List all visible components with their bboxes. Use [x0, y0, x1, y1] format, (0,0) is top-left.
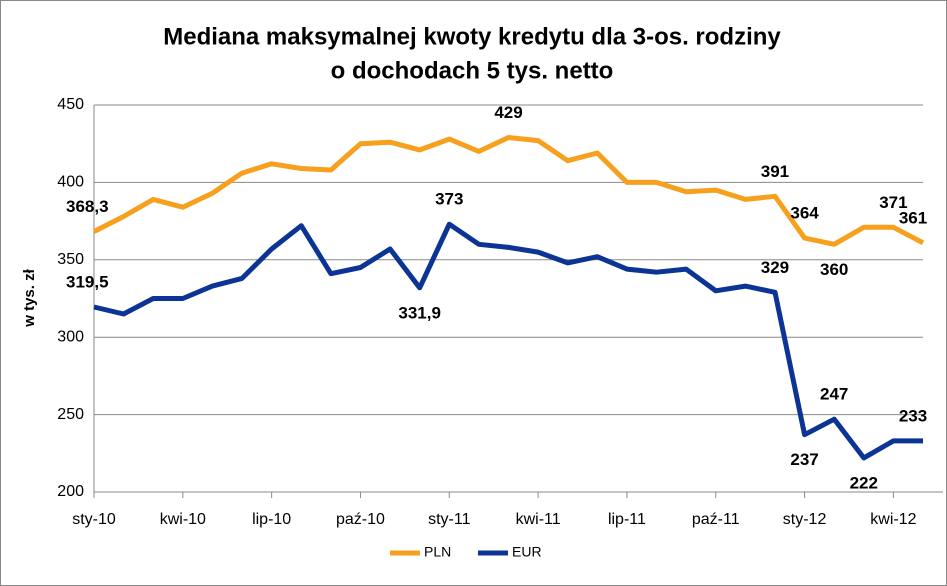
x-tick-label: paź-10: [336, 511, 385, 528]
data-label: 331,9: [398, 303, 441, 322]
data-label: 391: [761, 162, 789, 181]
data-label: 429: [494, 103, 522, 122]
y-tick-label: 400: [57, 174, 84, 191]
data-label: 371: [879, 193, 907, 212]
x-tick-label: lip-11: [608, 511, 646, 528]
data-label: 233: [899, 406, 927, 425]
legend-label: PLN: [424, 544, 451, 560]
legend-label: EUR: [512, 544, 542, 560]
x-tick-label: lip-10: [252, 511, 291, 528]
y-tick-label: 350: [57, 251, 84, 268]
data-label: 364: [790, 204, 819, 223]
data-label: 222: [850, 473, 878, 492]
x-tick-label: kwi-11: [516, 511, 561, 528]
chart-title: o dochodach 5 tys. netto: [331, 57, 614, 84]
y-tick-label: 200: [57, 483, 84, 500]
data-label: 360: [820, 260, 848, 279]
data-label: 361: [899, 208, 927, 227]
x-tick-label: sty-11: [428, 511, 470, 528]
y-tick-label: 250: [57, 406, 84, 423]
data-label: 368,3: [66, 197, 109, 216]
data-label: 319,5: [66, 272, 109, 291]
data-label: 247: [820, 385, 848, 404]
x-tick-label: sty-10: [72, 511, 116, 528]
data-label: 237: [790, 450, 818, 469]
data-label: 329: [761, 258, 789, 277]
x-tick-label: paź-11: [692, 511, 740, 528]
y-tick-label: 450: [57, 96, 84, 113]
line-pln: [92, 135, 925, 247]
y-axis-label: w tys. zł: [21, 268, 38, 327]
x-tick-label: kwi-10: [160, 511, 206, 528]
data-label: 373: [435, 190, 463, 209]
line-eur: [93, 221, 923, 461]
x-tick-label: sty-12: [783, 511, 827, 528]
x-tick-label: kwi-12: [870, 511, 916, 528]
y-tick-label: 300: [57, 328, 84, 345]
chart-title: Mediana maksymalnej kwoty kredytu dla 3-…: [163, 23, 781, 50]
